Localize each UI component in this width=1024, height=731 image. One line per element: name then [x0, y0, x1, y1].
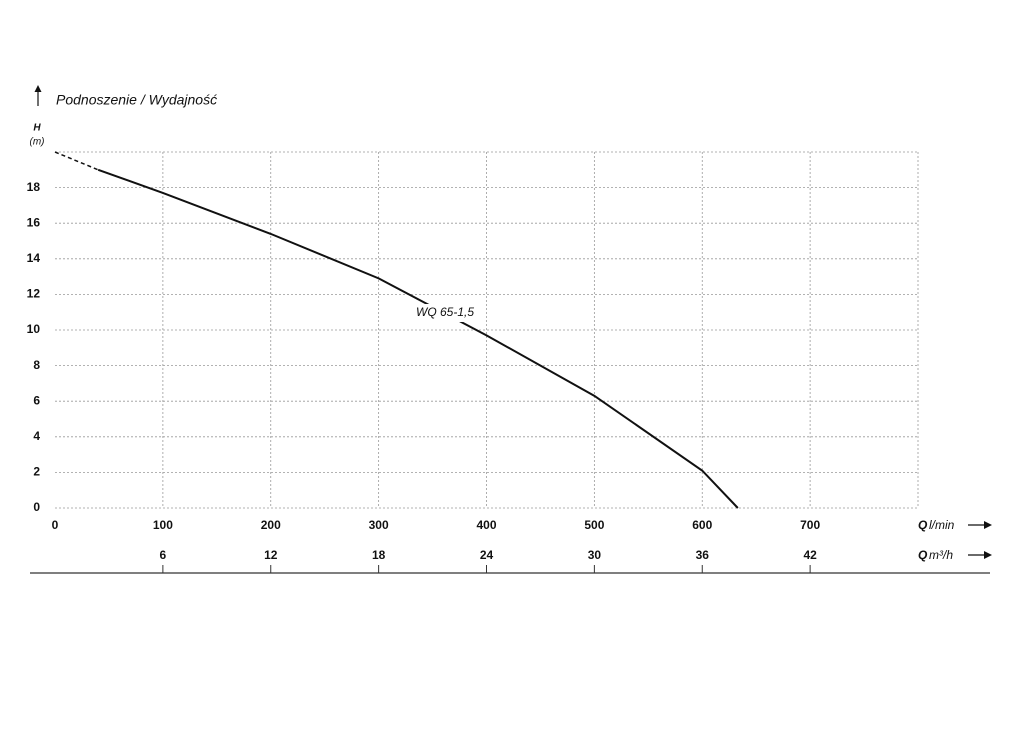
y-tick-label: 12: [27, 287, 41, 301]
x2-label: Q: [918, 548, 928, 562]
chart-title: Podnoszenie / Wydajność: [56, 92, 217, 108]
y-tick-label: 16: [27, 215, 41, 229]
x2-tick-label: 36: [696, 548, 710, 562]
y-tick-label: 0: [33, 500, 40, 514]
x-tick-label: 300: [369, 518, 389, 532]
arrows: [968, 524, 988, 556]
curve-extension: [54, 151, 99, 171]
x-tick-label: 100: [153, 518, 173, 532]
y-tick-label: 14: [27, 251, 41, 265]
label-bg: [412, 304, 474, 322]
x2-tick-label: 12: [264, 548, 278, 562]
arrow-head: [984, 521, 992, 559]
x-tick-label: 200: [261, 518, 281, 532]
y-tick-label: 2: [33, 465, 40, 479]
x2-tick-label: 24: [480, 548, 494, 562]
y-tick-label: 10: [27, 322, 41, 336]
x-tick-label: 600: [692, 518, 712, 532]
series-label: WQ 65-1,5: [416, 305, 474, 319]
x-tick-label: 500: [584, 518, 604, 532]
x-tick-label: 400: [476, 518, 496, 532]
x-tick-label: 700: [800, 518, 820, 532]
x2-tick-label: 30: [588, 548, 602, 562]
arrow-head: [34, 85, 42, 92]
y-label: H: [33, 123, 41, 134]
x2-tick-label: 6: [160, 548, 167, 562]
y-unit: (m): [30, 137, 45, 148]
curve: [97, 168, 739, 509]
x-tick-label: 0: [52, 518, 59, 532]
y-tick-label: 6: [33, 393, 40, 407]
y-tick-label: 4: [33, 429, 40, 443]
x-label: Q: [918, 518, 928, 532]
x2-unit: m³/h: [929, 548, 953, 562]
x-unit: l/min: [929, 518, 955, 532]
y-tick-label: 18: [27, 180, 41, 194]
x2-tick-label: 18: [372, 548, 386, 562]
x2-tick-label: 42: [803, 548, 817, 562]
y-tick-label: 8: [33, 358, 40, 372]
